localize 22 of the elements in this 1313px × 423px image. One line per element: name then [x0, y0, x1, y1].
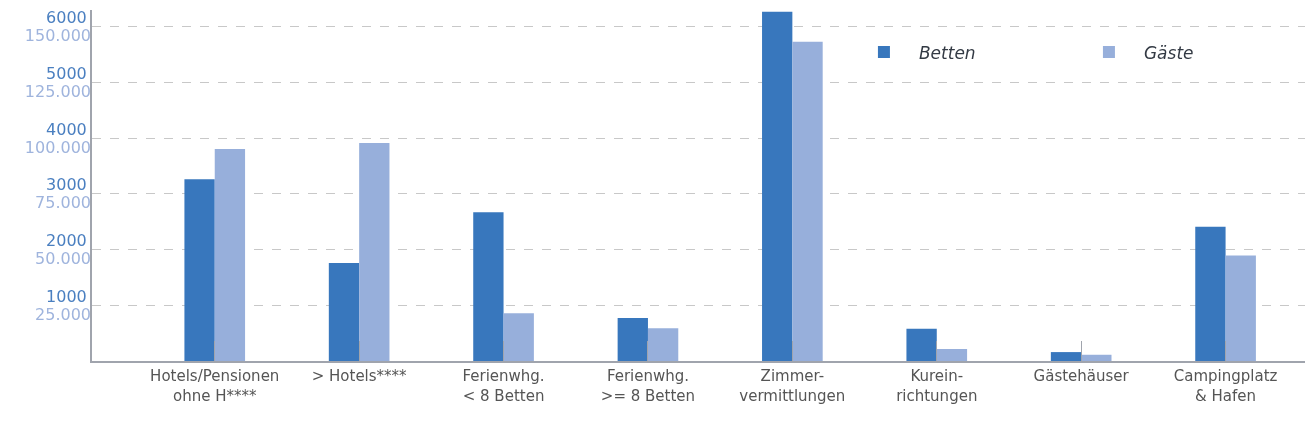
y2-tick-label: 125.000: [24, 82, 91, 102]
x-tick-label: Zimmer- vermittlungen: [739, 367, 846, 405]
y-tick-label: 3000: [46, 175, 87, 195]
x-tick-label: > Hotels****: [311, 367, 408, 385]
x-tick-label: Gästehäuser: [1033, 367, 1130, 385]
y-tick-label: 2000: [46, 231, 87, 251]
y-tick-label: 5000: [46, 64, 87, 84]
legend-label: Gäste: [1143, 42, 1194, 63]
y-tick-label: 1000: [46, 286, 87, 306]
y-tick-label: 4000: [46, 119, 87, 139]
y2-tick-label: 100.000: [24, 137, 91, 157]
x-tick-label: Campingplatz & Hafen: [1173, 367, 1278, 405]
x-tick-label: Ferienwhg. < 8 Betten: [462, 367, 545, 405]
y2-tick-label: 50.000: [35, 249, 91, 269]
x-tick-label: Hotels/Pensionen ohne H****: [150, 367, 280, 405]
y-tick-label: 6000: [46, 8, 87, 28]
y2-tick-label: 150.000: [24, 26, 91, 46]
x-tick-label: Kurein- richtungen: [896, 367, 978, 405]
x-tick-label: Ferienwhg. >= 8 Betten: [600, 367, 696, 405]
y2-tick-label: 25.000: [35, 304, 91, 324]
y2-tick-label: 75.000: [35, 193, 91, 213]
legend-label: Betten: [918, 42, 976, 63]
